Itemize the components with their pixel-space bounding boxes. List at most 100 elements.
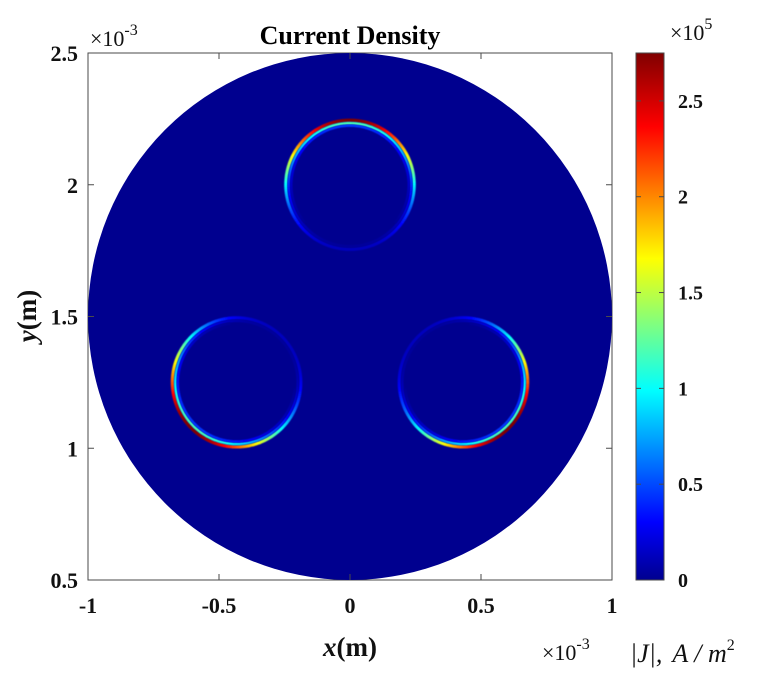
current-density-segment [519,367,523,371]
current-density-segment [281,336,286,341]
current-density-segment [475,440,479,444]
conductor-3 [397,316,530,449]
current-density-segment [252,439,256,443]
current-density-segment [290,406,294,411]
current-density-segment [411,345,416,349]
current-density-segment [248,440,252,444]
current-density-segment [378,129,382,133]
current-density-segment [509,414,514,418]
current-density-segment [409,164,414,168]
current-density-segment [397,215,401,219]
current-density-segment [323,123,327,128]
current-density-segment [503,429,508,434]
current-density-segment [398,218,402,222]
current-density-segment [476,443,480,448]
current-density-segment [428,435,433,440]
current-density-segment [192,331,197,336]
current-density-segment [179,361,183,365]
current-density-segment [512,350,516,354]
current-density-segment [513,409,517,413]
current-density-segment [185,412,189,417]
current-density-segment [217,321,221,326]
current-density-segment [209,320,214,325]
current-density-segment [273,328,278,333]
current-density-segment [419,425,424,430]
current-density-segment [498,426,502,430]
current-density-segment [194,337,199,341]
current-density-segment [404,159,409,163]
current-density-segment [202,430,207,434]
current-density-segment [283,417,288,422]
current-density-segment [414,336,419,341]
current-density-segment [404,409,409,414]
current-density-segment [521,367,525,371]
current-density-segment [201,328,206,333]
current-density-segment [399,221,404,226]
current-density-segment [220,323,223,327]
current-density-segment [175,364,180,368]
current-density-segment [219,321,223,325]
current-density-segment [334,119,338,124]
current-density-segment [302,137,307,142]
current-density-segment [404,151,409,156]
current-density-segment [515,405,519,409]
current-density-segment [444,437,448,441]
current-density-segment [434,438,438,443]
current-density-segment [335,125,339,129]
current-density-segment [381,131,386,135]
current-density-segment [290,400,294,404]
current-density-segment [408,410,412,414]
current-density-segment [211,324,215,328]
current-density-segment [297,211,301,215]
current-density-segment [432,326,436,331]
colorbar-tick-label: 0.5 [678,474,703,496]
current-density-segment [442,436,446,440]
current-density-segment [295,219,300,224]
current-density-segment [280,417,284,422]
current-density-segment [196,332,200,337]
current-density-segment [280,334,285,339]
current-density-segment [514,354,518,358]
current-density-segment [214,319,218,324]
current-density-segment [443,318,447,323]
current-density-segment [433,435,438,439]
current-density-segment [402,355,407,359]
current-density-segment [188,420,193,425]
colorbar-tick-label: 1 [678,378,688,400]
current-density-segment [408,417,413,422]
current-density-segment [364,245,369,249]
current-density-segment [506,338,511,343]
current-density-segment [402,364,406,368]
current-density-segment [395,221,400,226]
current-density-segment [407,199,411,203]
current-density-segment [402,206,406,210]
current-density-segment [505,337,509,341]
current-density-segment [319,125,323,130]
current-density-segment [518,351,523,355]
current-density-segment [509,338,514,343]
current-density-segment [519,407,524,412]
current-density-segment [423,332,427,337]
current-density-segment [306,141,311,145]
current-density-segment [273,431,278,437]
current-density-segment [269,326,274,331]
current-density-segment [485,324,490,328]
current-density-segment [496,330,501,334]
current-density-segment [503,422,507,426]
current-density-segment [175,394,179,398]
current-density-segment [313,233,317,237]
current-density-segment [173,361,178,366]
current-density-segment [253,442,257,447]
current-density-segment [446,437,450,441]
current-density-segment [400,210,404,214]
current-density-segment [197,433,202,438]
current-density-segment [293,405,298,410]
current-density-segment [428,432,432,436]
current-density-segment [184,420,189,425]
current-density-segment [172,363,177,368]
current-density-segment [292,216,297,220]
current-density-segment [210,327,214,331]
current-density-segment [209,324,213,329]
current-density-segment [183,414,187,418]
current-density-segment [325,128,329,132]
